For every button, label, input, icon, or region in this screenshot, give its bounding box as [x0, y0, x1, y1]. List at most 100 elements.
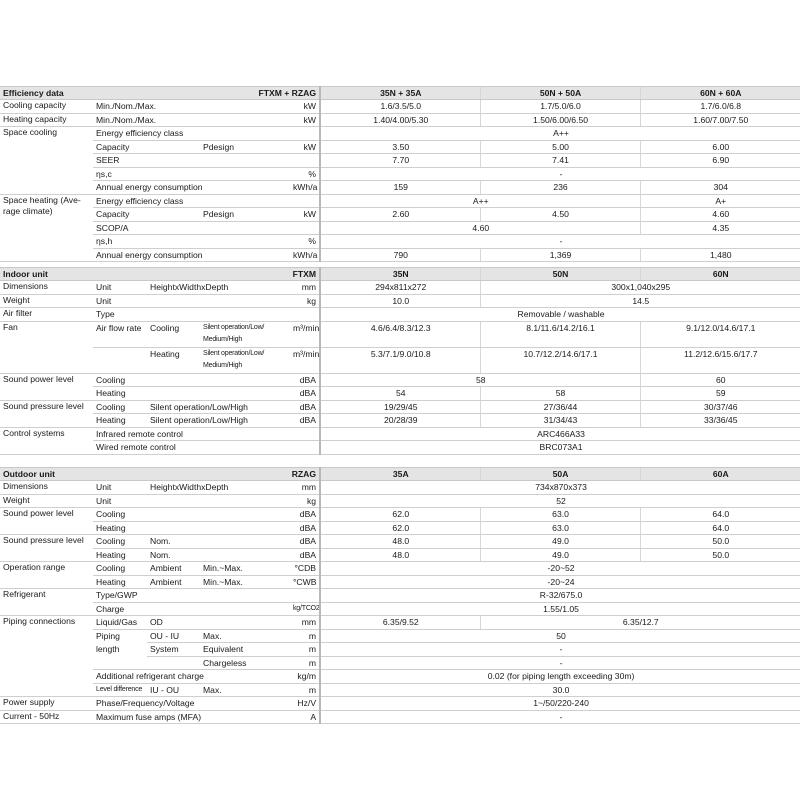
- row-sub-label: Type/GWP: [93, 588, 290, 603]
- row-sub-label: Level difference: [93, 683, 147, 697]
- spec-row: SEER 7.70 7.41 6.90: [0, 153, 800, 168]
- row-sub-label: Max.: [200, 683, 290, 697]
- spec-value: -: [319, 642, 800, 657]
- model-series-label: FTXM: [93, 267, 321, 281]
- indoor-unit-table: Indoor unit FTXM 35N 50N 60N Dimensions Unit He…: [0, 267, 800, 455]
- row-sub-label: Additional refrigerant charge: [93, 669, 290, 684]
- spec-value: 48.0: [319, 534, 481, 549]
- spec-row: Current - 50Hz Maximum fuse amps (MFA) A -: [0, 710, 800, 724]
- model-column-header: 50N: [479, 267, 641, 281]
- row-sub-label: Type: [93, 307, 290, 322]
- spec-value: 62.0: [319, 521, 481, 535]
- unit-label: °CDB: [290, 561, 321, 576]
- spec-row: ηs,h% -: [0, 234, 800, 249]
- spec-value: 33/36/45: [639, 413, 800, 428]
- efficiency-data-table: Efficiency data FTXM + RZAG 35N + 35A 50N +…: [0, 86, 800, 262]
- row-sub-label: Unit: [93, 294, 290, 308]
- unit-label: [290, 307, 321, 322]
- spec-value: -: [319, 167, 800, 181]
- spec-value: -: [319, 656, 800, 670]
- spec-row: SCOP/A 4.60 4.35: [0, 221, 800, 235]
- unit-label: [290, 440, 321, 455]
- spec-value: 50: [319, 629, 800, 643]
- section-title: Efficiency data: [0, 86, 93, 100]
- row-sub-label: Unit: [93, 280, 147, 295]
- spec-value: 52: [319, 494, 800, 508]
- row-sub-label: Min./Nom./Max.: [93, 99, 290, 114]
- row-sub-label: Air flow rate: [93, 321, 147, 348]
- unit-label: dBA: [290, 386, 321, 401]
- row-group-label: Power supply: [0, 696, 93, 711]
- spec-value: 304: [639, 180, 800, 195]
- unit-label: °CWB: [290, 575, 321, 589]
- spec-value: R-32/675.0: [319, 588, 800, 603]
- model-column-header: 60N: [639, 267, 800, 281]
- row-sub-label: Heating: [93, 548, 147, 562]
- spec-value: 7.70: [319, 153, 481, 168]
- spec-value: 9.1/12.0/14.6/17.1: [639, 321, 800, 348]
- unit-label: m: [290, 642, 321, 657]
- row-sub-label: Unit: [93, 494, 290, 508]
- spec-row: Chargeless m -: [0, 656, 800, 670]
- spec-row: Sound pressure level Cooling Silent operat…: [0, 400, 800, 428]
- unit-label: kWh/a: [290, 180, 321, 195]
- row-group-label: Sound power level: [0, 507, 93, 535]
- spec-value: 6.00: [639, 140, 800, 154]
- spec-value: 30/37/46: [639, 400, 800, 414]
- row-sub-label: System: [147, 642, 200, 657]
- row-sub-label: Min.~Max.: [200, 575, 290, 589]
- row-group-label: Fan: [0, 321, 93, 374]
- unit-label: kg: [290, 294, 321, 308]
- model-column-header: 60A: [639, 467, 800, 481]
- spec-row: Piping length OU - IU Max. m 50: [0, 629, 800, 670]
- spec-value: BRC073A1: [319, 440, 800, 455]
- spec-value: 6.35/9.52: [319, 615, 481, 630]
- spec-value: 11.2/12.6/15.6/17.7: [639, 347, 800, 374]
- spec-row: Capacity Pdesign kW 2.60 4.50 4.60: [0, 207, 800, 222]
- unit-label: m: [290, 683, 321, 697]
- row-sub-label: Heating: [93, 386, 290, 401]
- spec-row: Dimensions Unit HeightxWidthxDepth mm 294x81…: [0, 280, 800, 295]
- row-group-label: Operation range: [0, 561, 93, 589]
- spec-value: 4.6/6.4/8.3/12.3: [319, 321, 481, 348]
- row-sub-label: Cooling: [93, 534, 147, 549]
- row-sub-label: Nom.: [147, 534, 290, 549]
- spec-value: 49.0: [479, 534, 641, 549]
- row-sub-label: OU - IU: [147, 629, 200, 643]
- row-group-label: Cooling capacity: [0, 99, 93, 114]
- row-group-label: Space heating (Ave-rage climate): [0, 194, 93, 262]
- row-sub-label: Ambient: [147, 575, 200, 589]
- spec-value: 4.60: [319, 221, 641, 235]
- spec-row: Annual energy consumption kWh/a 790 1,369 1,…: [0, 248, 800, 262]
- spec-value: 58: [479, 386, 641, 401]
- unit-label: mm: [290, 480, 321, 495]
- spec-value: 6.35/12.7: [479, 615, 800, 630]
- unit-label: mm: [290, 615, 321, 630]
- spec-value: 1.60/7.00/7.50: [639, 113, 800, 127]
- spec-value: A+: [639, 194, 800, 208]
- spec-value: 1~/50/220-240: [319, 696, 800, 711]
- unit-label: m³/min: [290, 321, 321, 348]
- spec-value: -20~24: [319, 575, 800, 589]
- spec-row: Weight Unit kg 52: [0, 494, 800, 508]
- spec-value: 64.0: [639, 507, 800, 522]
- unit-label: A: [290, 710, 321, 724]
- row-group-label: Weight: [0, 494, 93, 508]
- row-sub-label: Equivalent: [200, 642, 290, 657]
- spec-row: Level difference IU - OU Max. m 30.0: [0, 683, 800, 697]
- unit-label: [290, 427, 321, 441]
- spec-value: 60: [639, 373, 800, 387]
- spec-value: 62.0: [319, 507, 481, 522]
- spec-row: Heating dBA 62.0 63.0 64.0: [0, 521, 800, 535]
- row-sub-label: Min./Nom./Max.: [93, 113, 290, 127]
- row-sub-label: HeightxWidthxDepth: [147, 280, 290, 295]
- row-sub-label: Capacity: [93, 140, 147, 154]
- row-group-label: Air filter: [0, 307, 93, 322]
- row-sub-label: Capacity: [93, 207, 147, 222]
- spec-row: ηs,c% -: [0, 167, 800, 181]
- model-series-label: RZAG: [93, 467, 321, 481]
- model-series-label: FTXM + RZAG: [93, 86, 321, 100]
- spec-row: Operation range Cooling Ambient Min.~Max. °C…: [0, 561, 800, 589]
- unit-label: dBA: [290, 373, 321, 387]
- spec-value: 3.50: [319, 140, 481, 154]
